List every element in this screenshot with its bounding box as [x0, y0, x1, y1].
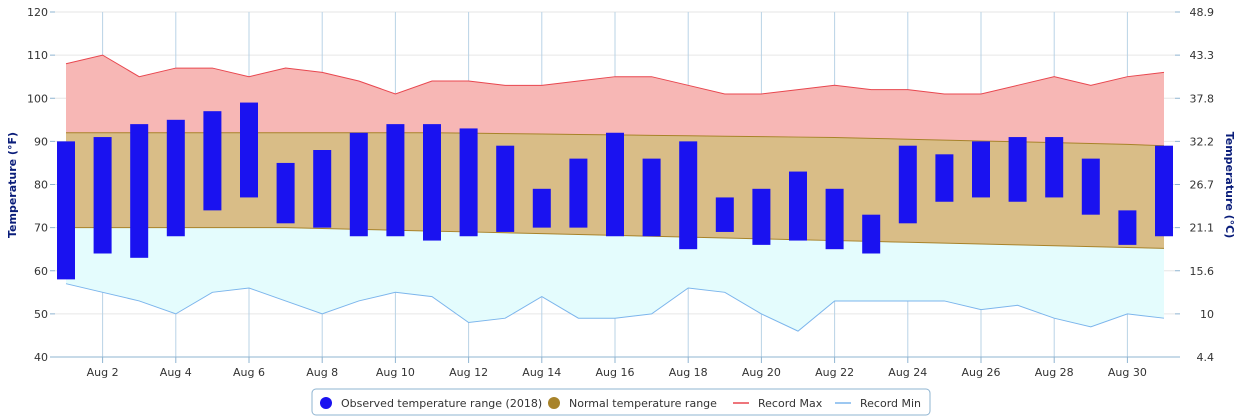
y-right-tick-label: 10: [1200, 308, 1214, 321]
legend-label: Record Min: [860, 397, 921, 410]
legend-item-normal[interactable]: Normal temperature range: [548, 397, 717, 410]
observed-bar-day-20[interactable]: [752, 188, 771, 245]
legend-box: [311, 388, 931, 416]
observed-bar-day-8[interactable]: [313, 150, 332, 228]
observed-bar-day-15[interactable]: [569, 158, 588, 228]
observed-bar-day-22[interactable]: [825, 188, 844, 250]
y-right-tick-label: 4.4: [1197, 351, 1215, 364]
observed-bar-day-18[interactable]: [679, 141, 698, 250]
observed-bar-day-25[interactable]: [935, 154, 954, 202]
x-tick-label: Aug 26: [962, 366, 1001, 379]
y-right-axis-title: Temperature (°C): [1223, 132, 1236, 239]
observed-bar-day-3[interactable]: [130, 124, 149, 258]
observed-bar-day-23[interactable]: [862, 214, 881, 254]
legend-item-record-min[interactable]: Record Min: [835, 397, 921, 410]
y-right-tick-label: 26.7: [1190, 179, 1215, 192]
x-tick-label: Aug 4: [160, 366, 192, 379]
legend-label: Record Max: [758, 397, 823, 410]
y-left-tick-label: 120: [27, 6, 48, 19]
observed-bar-day-5[interactable]: [203, 111, 222, 211]
axes: Aug 2 Aug 4 Aug 6 Aug 8 Aug 10 Aug 12 Aug 14 Au…: [6, 6, 1236, 379]
y-left-tick-label: 70: [34, 222, 48, 235]
observed-bar-day-28[interactable]: [1045, 137, 1064, 198]
record-min-line: [65, 283, 1165, 332]
observed-bar-day-7[interactable]: [276, 162, 295, 224]
observed-bars: [57, 102, 1173, 280]
legend-symbol: [320, 397, 332, 409]
observed-bar-day-29[interactable]: [1081, 158, 1100, 215]
x-tick-label: Aug 6: [233, 366, 265, 379]
observed-bar-day-26[interactable]: [972, 141, 990, 198]
observed-bar-day-16[interactable]: [606, 132, 624, 237]
observed-bar-day-12[interactable]: [459, 128, 478, 237]
x-tick-label: Aug 16: [596, 366, 635, 379]
legend-label: Observed temperature range (2018): [341, 397, 542, 410]
record-max-line: [65, 54, 1165, 95]
observed-bar-day-31[interactable]: [1155, 145, 1173, 237]
y-right-tick-label: 43.3: [1190, 49, 1215, 62]
x-tick-label: Aug 24: [888, 366, 927, 379]
y-right-tick-label: 48.9: [1190, 6, 1215, 19]
x-tick-label: Aug 10: [376, 366, 415, 379]
observed-bar-day-13[interactable]: [496, 145, 515, 232]
y-left-tick-label: 80: [34, 179, 48, 192]
legend-item-record-max[interactable]: Record Max: [733, 397, 823, 410]
x-tick-label: Aug 28: [1035, 366, 1074, 379]
observed-bar-day-6[interactable]: [240, 102, 258, 198]
x-tick-label: Aug 20: [742, 366, 781, 379]
y-right-tick-label: 37.8: [1190, 92, 1215, 105]
record-max-area: [66, 55, 1164, 146]
record-lines: [65, 54, 1165, 332]
x-tick-label: Aug 18: [669, 366, 708, 379]
observed-bar-day-21[interactable]: [789, 171, 807, 241]
observed-bar-day-2[interactable]: [93, 137, 112, 254]
observed-bar-day-14[interactable]: [532, 188, 551, 228]
legend-symbol: [548, 397, 560, 409]
y-right-tick-label: 32.2: [1190, 135, 1215, 148]
legend-label: Normal temperature range: [569, 397, 717, 410]
x-tick-label: Aug 8: [306, 366, 338, 379]
observed-bar-day-27[interactable]: [1008, 137, 1027, 202]
observed-bar-day-24[interactable]: [898, 145, 917, 224]
observed-bar-day-30[interactable]: [1118, 210, 1137, 245]
x-tick-label: Aug 22: [815, 366, 854, 379]
x-tick-label: Aug 12: [449, 366, 488, 379]
y-left-tick-label: 60: [34, 265, 48, 278]
x-tick-label: Aug 30: [1108, 366, 1147, 379]
observed-bar-day-17[interactable]: [642, 158, 661, 237]
observed-bar-day-10[interactable]: [386, 124, 405, 237]
y-left-tick-label: 90: [34, 135, 48, 148]
legend-item-observed[interactable]: Observed temperature range (2018): [320, 397, 542, 410]
y-left-tick-label: 50: [34, 308, 48, 321]
observed-bar-day-9[interactable]: [349, 132, 368, 237]
record-min-area: [66, 227, 1164, 332]
y-left-tick-label: 40: [34, 351, 48, 364]
y-right-tick-label: 21.1: [1190, 222, 1215, 235]
legend[interactable]: Observed temperature range (2018) Normal …: [311, 388, 931, 416]
observed-bar-day-19[interactable]: [715, 197, 734, 232]
observed-bar-day-4[interactable]: [166, 119, 185, 237]
y-left-tick-label: 110: [27, 49, 48, 62]
observed-bar-day-1[interactable]: [57, 141, 75, 280]
x-tick-label: Aug 2: [87, 366, 119, 379]
x-tick-label: Aug 14: [522, 366, 561, 379]
y-left-tick-label: 100: [27, 92, 48, 105]
observed-bar-day-11[interactable]: [423, 124, 441, 241]
y-left-axis-title: Temperature (°F): [6, 132, 19, 238]
y-right-tick-label: 15.6: [1190, 265, 1215, 278]
